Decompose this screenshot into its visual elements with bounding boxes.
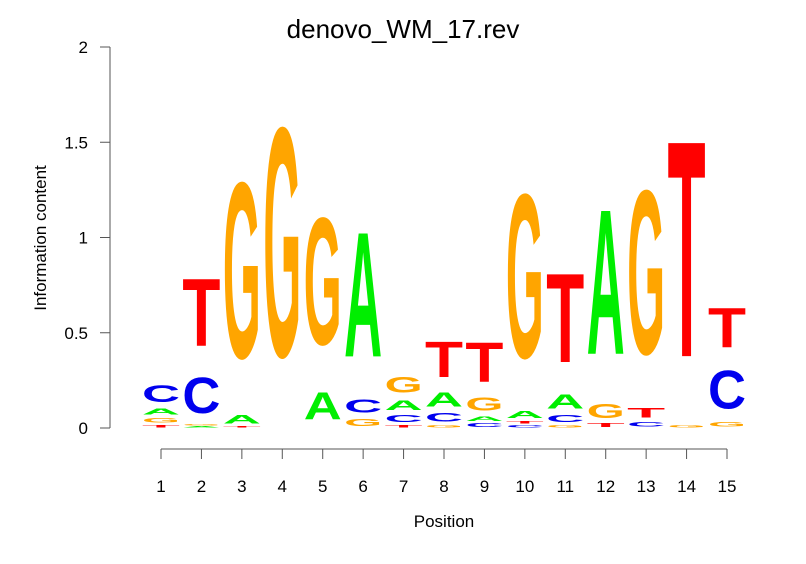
x-axis-label: Position xyxy=(414,512,474,531)
logo-letter-C: C xyxy=(546,413,584,424)
x-tick-label: 12 xyxy=(596,477,615,496)
logo-letter-T: T xyxy=(668,77,706,422)
logo-letter-G: G xyxy=(385,373,423,397)
logo-letter-A: A xyxy=(587,167,625,399)
logo-letter-C: C xyxy=(425,411,463,424)
logo-letter-G: G xyxy=(263,59,301,425)
x-tick-label: 9 xyxy=(480,477,489,496)
logo-letter-A: A xyxy=(223,413,261,426)
logo-letter-C: C xyxy=(708,361,746,421)
logo-letter-T: T xyxy=(142,424,180,428)
logo-letter-A: A xyxy=(142,407,180,416)
logo-letter-T: T xyxy=(506,420,544,424)
logo-letter-G: G xyxy=(425,424,463,428)
logo-letter-G: G xyxy=(708,420,746,428)
logo-letter-A: A xyxy=(344,195,382,394)
logo-letter-T: T xyxy=(587,422,625,428)
x-tick-label: 11 xyxy=(556,477,574,496)
y-axis: 0 0.5 1 1.5 2 xyxy=(64,38,111,438)
logo-letter-G: G xyxy=(304,180,342,384)
logo-letter-G: G xyxy=(182,424,220,426)
logo-letter-G: G xyxy=(627,142,665,404)
y-tick-label: 1.5 xyxy=(64,133,88,152)
logo-letter-G: G xyxy=(668,424,706,428)
x-tick-label: 7 xyxy=(399,477,408,496)
y-tick-label: 2 xyxy=(79,38,88,57)
logo-letter-C: C xyxy=(465,422,503,428)
x-tick-label: 10 xyxy=(515,477,534,496)
logo-letter-G: G xyxy=(465,394,503,415)
logo-letter-A: A xyxy=(385,398,423,413)
logo-letter-T: T xyxy=(425,332,463,389)
x-tick-label: 5 xyxy=(318,477,327,496)
y-tick-label: 1 xyxy=(79,229,88,248)
logo-letter-G: G xyxy=(142,417,180,425)
y-tick-label: 0 xyxy=(79,419,88,438)
logo-letter-A: A xyxy=(425,388,463,411)
logo-letter-C: C xyxy=(506,424,544,428)
x-tick-label: 13 xyxy=(637,477,656,496)
logo-letter-C: C xyxy=(344,396,382,417)
logo-letter-G: G xyxy=(587,399,625,422)
logo-letter-G: G xyxy=(506,145,544,407)
logo-letter-C: C xyxy=(182,367,220,424)
logo-letter-A: A xyxy=(465,415,503,423)
x-tick-label: 4 xyxy=(278,477,287,496)
x-tick-label: 15 xyxy=(718,477,737,496)
chart-title: denovo_WM_17.rev xyxy=(287,14,520,44)
logo-letter-T: T xyxy=(546,247,584,389)
logo-letter-A: A xyxy=(546,390,584,413)
x-tick-label: 8 xyxy=(439,477,448,496)
logo-letter-A: A xyxy=(506,409,544,420)
logo-letter-A: A xyxy=(182,426,220,428)
logo-letter-C: C xyxy=(142,380,180,407)
x-axis: 1 2 3 4 5 6 7 8 9 10 11 12 13 14 15 xyxy=(156,448,737,496)
logo-letter-T: T xyxy=(708,296,746,359)
x-tick-label: 1 xyxy=(156,477,165,496)
x-tick-label: 14 xyxy=(677,477,696,496)
logo-letter-A: A xyxy=(304,384,342,428)
logo-letter-T: T xyxy=(385,424,423,428)
logo-letter-G: G xyxy=(344,417,382,428)
x-tick-label: 2 xyxy=(197,477,206,496)
x-tick-label: 6 xyxy=(358,477,367,496)
y-axis-label: Information content xyxy=(31,165,50,311)
logo-letter-T: T xyxy=(465,330,503,393)
logo-letter-T: T xyxy=(182,259,220,367)
logo-letter-C: C xyxy=(627,420,665,428)
x-tick-label: 3 xyxy=(237,477,246,496)
logo-letter-T: T xyxy=(627,405,666,420)
y-tick-label: 0.5 xyxy=(64,324,88,343)
logo-letter-C: C xyxy=(385,413,423,424)
logo-letter-G: G xyxy=(546,424,584,428)
logo-letter-G: G xyxy=(223,131,261,411)
logo-letter-T: T xyxy=(223,426,261,428)
